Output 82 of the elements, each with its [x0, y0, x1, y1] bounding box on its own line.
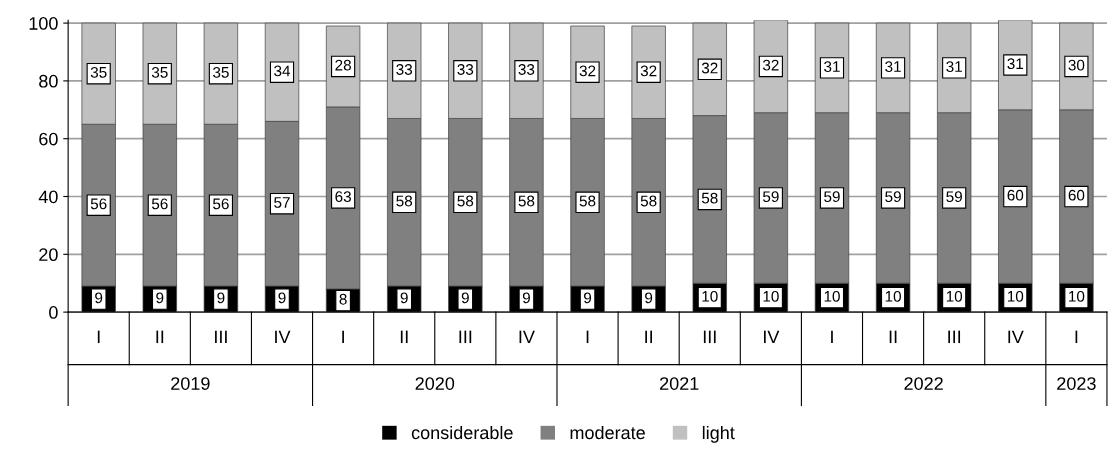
data-label: 56 [213, 198, 229, 210]
y-tick-label: 40 [38, 190, 58, 204]
x-tick-label: II [645, 330, 652, 344]
data-label: 59 [762, 191, 779, 203]
x-tick-label: I [831, 330, 833, 344]
data-label: 10 [1069, 290, 1085, 302]
data-label: 35 [151, 66, 168, 78]
data-label: 35 [90, 66, 107, 78]
text: 2021 [660, 377, 699, 390]
data-label: 9 [400, 292, 408, 304]
data-label: 8 [339, 293, 347, 305]
x-tick-label: I [342, 330, 344, 344]
text: 2022 [904, 377, 943, 390]
data-label: 10 [1007, 290, 1024, 302]
legend-label: moderate [570, 425, 645, 440]
x-tick-label: IV [275, 330, 291, 344]
data-label: 59 [885, 191, 901, 203]
data-label: 58 [701, 192, 718, 204]
x-tick-label: I [1075, 330, 1078, 344]
data-label: 9 [95, 292, 103, 304]
y-tick-label: 100 [29, 17, 58, 30]
data-label: 56 [90, 198, 107, 210]
data-label: 31 [946, 61, 962, 72]
data-label: 59 [824, 191, 840, 203]
x-tick-label: II [889, 330, 897, 344]
data-label: 9 [217, 292, 225, 304]
data-label: 9 [522, 292, 530, 304]
x-tick-label: IV [764, 330, 780, 344]
text: 2019 [171, 377, 210, 390]
x-tick-label: IV [519, 330, 535, 344]
data-label: 35 [212, 66, 229, 78]
data-label: 30 [1068, 59, 1085, 71]
y-tick-label: 80 [39, 74, 58, 88]
y-tick-label: 0 [49, 306, 58, 319]
data-label: 60 [1007, 189, 1024, 201]
data-label: 31 [1007, 58, 1024, 70]
data-label: 32 [640, 65, 657, 77]
data-label: 58 [518, 195, 535, 207]
x-tick-label: II [400, 330, 408, 344]
legend-label: light [702, 425, 735, 443]
data-label: 10 [885, 290, 901, 302]
data-label: 33 [518, 64, 535, 75]
data-label: 9 [645, 292, 653, 304]
data-label: 58 [396, 195, 413, 207]
data-label: 58 [640, 195, 657, 207]
data-label: 31 [885, 61, 901, 72]
text: 2020 [415, 377, 455, 390]
data-label: 60 [1068, 189, 1085, 201]
data-label: 10 [946, 290, 963, 302]
data-label: 10 [824, 290, 840, 302]
legend-label: considerable [411, 425, 513, 440]
x-tick-label: III [459, 330, 472, 344]
text: 2023 [1057, 377, 1096, 390]
x-tick-label: I [586, 330, 589, 344]
data-label: 58 [579, 195, 596, 207]
x-tick-label: IV [1008, 330, 1024, 344]
data-label: 63 [335, 191, 351, 203]
data-label: 33 [396, 64, 413, 75]
data-label: 28 [335, 59, 351, 71]
data-label: 32 [762, 59, 779, 71]
y-tick-label: 60 [39, 132, 58, 146]
data-label: 33 [457, 64, 474, 75]
x-tick-label: III [215, 330, 227, 344]
data-label: 59 [946, 191, 962, 203]
data-label: 9 [461, 292, 469, 304]
data-label: 56 [151, 198, 168, 210]
data-label: 9 [584, 292, 592, 304]
data-label: 32 [579, 65, 596, 77]
x-tick-label: II [156, 330, 164, 344]
data-label: 10 [702, 290, 718, 302]
data-label: 10 [763, 290, 779, 302]
data-label: 9 [278, 292, 286, 304]
data-label: 9 [156, 292, 164, 304]
x-tick-label: III [948, 330, 961, 344]
data-label: 57 [274, 197, 290, 208]
data-label: 31 [824, 61, 840, 72]
x-tick-label: III [703, 330, 716, 344]
data-label: 32 [701, 62, 718, 74]
data-label: 34 [274, 65, 291, 77]
x-tick-label: I [97, 330, 100, 344]
y-tick-label: 20 [39, 248, 58, 262]
data-label: 58 [457, 195, 474, 207]
